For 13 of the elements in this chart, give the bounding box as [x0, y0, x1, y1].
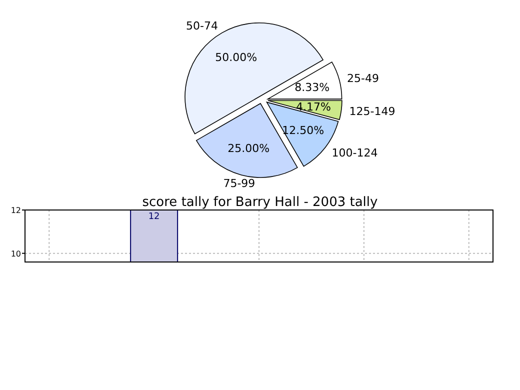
data-label: 4.17%: [296, 100, 331, 114]
data-label: 50.00%: [215, 51, 258, 64]
slice-label: 100-124: [332, 146, 378, 160]
data-label: 8.33%: [294, 81, 330, 94]
slice-label: 25-49: [347, 72, 379, 85]
data-label: 12: [148, 212, 160, 222]
chart-title: score tally for Barry Hall - 2003 tally: [142, 195, 378, 210]
data-label: 12.50%: [282, 124, 324, 138]
y-tick-label: 10: [10, 249, 21, 258]
slice-label: 125-149: [349, 105, 396, 118]
slice-label: 50-74: [186, 20, 218, 33]
data-label: 25.00%: [228, 142, 270, 155]
slice-label: 75-99: [223, 177, 256, 190]
